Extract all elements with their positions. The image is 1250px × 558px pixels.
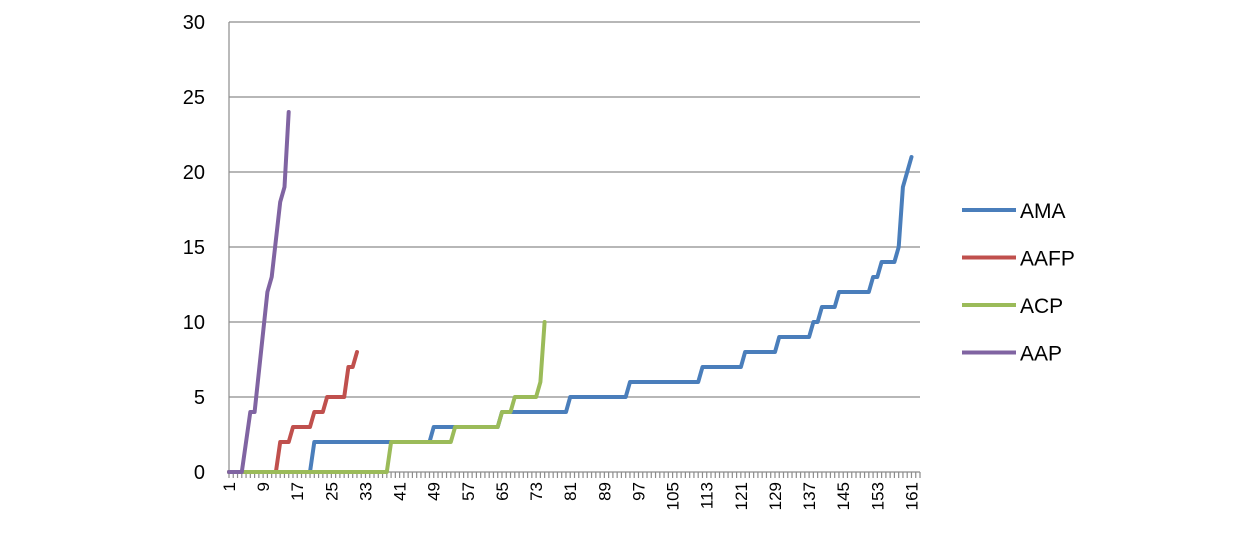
y-tick-label: 30 — [183, 12, 205, 34]
y-tick-label: 15 — [183, 237, 205, 259]
x-tick-label: 121 — [732, 482, 751, 510]
x-tick-label: 49 — [425, 482, 444, 501]
x-tick-label: 113 — [698, 482, 717, 509]
x-tick-label: 153 — [868, 482, 887, 510]
series-line-ama — [227, 155, 914, 474]
x-tick-label: 25 — [322, 482, 341, 501]
x-tick-label: 9 — [254, 482, 273, 491]
x-tick-label: 97 — [629, 482, 648, 501]
x-tick-label: 73 — [527, 482, 546, 501]
x-tick-label: 17 — [288, 482, 307, 501]
x-tick-label: 145 — [834, 482, 853, 510]
legend-label-acp: ACP — [1020, 295, 1063, 318]
series-line-aafp — [227, 350, 359, 474]
legend-label-ama: AMA — [1020, 200, 1066, 223]
x-tick-label: 129 — [766, 482, 785, 510]
y-tick-label: 10 — [183, 312, 205, 334]
legend-label-aap: AAP — [1020, 343, 1062, 366]
series-lines — [227, 110, 914, 474]
y-tick-label: 0 — [194, 462, 205, 484]
x-tick-label: 1 — [220, 482, 239, 491]
x-axis-minor-ticks — [228, 472, 921, 478]
legend: AMA AAFP ACP AAP — [962, 200, 1075, 366]
legend-label-aafp: AAFP — [1020, 248, 1075, 271]
x-tick-label: 57 — [459, 482, 478, 501]
x-tick-label: 89 — [595, 482, 614, 501]
y-tick-label: 5 — [194, 387, 205, 409]
x-tick-label: 105 — [664, 482, 683, 510]
x-axis-tick-labels: 1 9 17 25 33 41 49 57 65 73 81 89 97 105 113 121 129 137 1… — [220, 482, 921, 510]
series-line-acp — [227, 320, 547, 474]
y-tick-label: 25 — [183, 87, 205, 109]
x-tick-label: 161 — [902, 482, 921, 510]
gridlines — [229, 21, 920, 398]
y-tick-label: 20 — [183, 162, 205, 184]
x-tick-label: 81 — [561, 482, 580, 501]
x-tick-label: 65 — [493, 482, 512, 501]
series-line-aap — [227, 110, 291, 474]
x-tick-label: 137 — [800, 482, 819, 510]
x-tick-label: 41 — [391, 482, 410, 501]
x-tick-label: 33 — [356, 482, 375, 501]
y-axis-tick-labels: 0 5 10 15 20 25 30 — [183, 12, 205, 484]
